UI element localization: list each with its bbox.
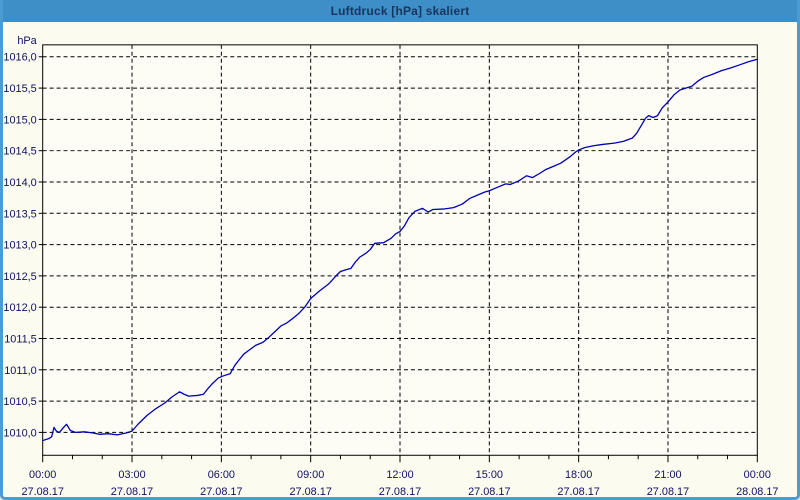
svg-text:00:00: 00:00 [29, 469, 56, 481]
svg-text:27.08.17: 27.08.17 [379, 486, 421, 497]
svg-text:28.08.17: 28.08.17 [736, 486, 778, 497]
svg-text:27.08.17: 27.08.17 [21, 486, 63, 497]
svg-text:03:00: 03:00 [118, 469, 145, 481]
svg-text:1015,0: 1015,0 [3, 114, 36, 126]
window-title: Luftdruck [hPa] skaliert [330, 4, 470, 18]
svg-text:27.08.17: 27.08.17 [200, 486, 242, 497]
svg-text:27.08.17: 27.08.17 [468, 486, 510, 497]
svg-text:27.08.17: 27.08.17 [111, 486, 153, 497]
window-titlebar: Luftdruck [hPa] skaliert [3, 0, 797, 22]
svg-text:1012,5: 1012,5 [3, 271, 36, 283]
svg-text:06:00: 06:00 [208, 469, 235, 481]
svg-text:09:00: 09:00 [297, 469, 324, 481]
svg-text:12:00: 12:00 [386, 469, 413, 481]
svg-text:27.08.17: 27.08.17 [557, 486, 599, 497]
svg-text:1014,0: 1014,0 [3, 177, 36, 189]
svg-text:21:00: 21:00 [654, 469, 681, 481]
svg-text:27.08.17: 27.08.17 [647, 486, 689, 497]
svg-text:1011,5: 1011,5 [4, 333, 37, 345]
svg-text:1010,5: 1010,5 [3, 396, 36, 408]
svg-text:1013,0: 1013,0 [3, 240, 36, 252]
svg-text:1015,5: 1015,5 [3, 83, 36, 95]
svg-text:1010,0: 1010,0 [3, 427, 36, 439]
svg-text:27.08.17: 27.08.17 [289, 486, 331, 497]
pressure-chart-svg: 1016,0 1015,5 1015,0 1014,5 1014,0 1013,5 1013… [3, 35, 778, 497]
svg-text:1012,0: 1012,0 [3, 302, 36, 314]
svg-text:1016,0: 1016,0 [3, 52, 36, 64]
pressure-chart: 1016,0 1015,5 1015,0 1014,5 1014,0 1013,5 1013… [3, 22, 797, 497]
svg-text:15:00: 15:00 [476, 469, 503, 481]
svg-text:1014,5: 1014,5 [3, 146, 36, 158]
svg-text:00:00: 00:00 [744, 469, 771, 481]
svg-text:hPa: hPa [17, 35, 37, 47]
svg-text:1011,0: 1011,0 [4, 365, 37, 377]
svg-text:1013,5: 1013,5 [3, 208, 36, 220]
svg-text:18:00: 18:00 [565, 469, 592, 481]
